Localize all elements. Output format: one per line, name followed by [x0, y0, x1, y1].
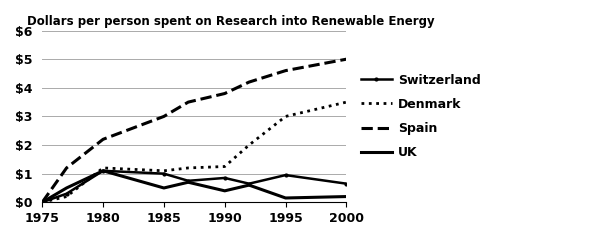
- Denmark: [99, 167, 107, 169]
- Switzerland: [343, 182, 350, 185]
- Denmark: [63, 195, 70, 198]
- Switzerland: [185, 179, 192, 182]
- Switzerland: [160, 172, 167, 175]
- Spain: [39, 201, 46, 204]
- Spain: [221, 92, 229, 95]
- Legend: Switzerland, Denmark, Spain, UK: Switzerland, Denmark, Spain, UK: [356, 69, 486, 164]
- UK: [343, 195, 350, 198]
- Denmark: [343, 101, 350, 103]
- UK: [185, 181, 192, 184]
- Switzerland: [221, 176, 229, 179]
- UK: [99, 169, 107, 172]
- Spain: [99, 138, 107, 141]
- Spain: [343, 58, 350, 61]
- Denmark: [282, 115, 289, 118]
- Spain: [245, 81, 253, 84]
- UK: [282, 197, 289, 199]
- Line: UK: UK: [42, 171, 346, 202]
- Spain: [63, 167, 70, 169]
- Switzerland: [99, 169, 107, 172]
- UK: [63, 186, 70, 189]
- Denmark: [245, 144, 253, 146]
- Line: Denmark: Denmark: [42, 102, 346, 202]
- Spain: [185, 101, 192, 103]
- Line: Spain: Spain: [42, 59, 346, 202]
- UK: [221, 189, 229, 192]
- Spain: [282, 69, 289, 72]
- Switzerland: [39, 201, 46, 204]
- UK: [245, 184, 253, 186]
- Denmark: [185, 167, 192, 169]
- Switzerland: [63, 192, 70, 195]
- Spain: [160, 115, 167, 118]
- Denmark: [39, 201, 46, 204]
- Denmark: [221, 165, 229, 168]
- Switzerland: [282, 174, 289, 177]
- Denmark: [160, 169, 167, 172]
- Line: Switzerland: Switzerland: [39, 168, 349, 205]
- Switzerland: [245, 182, 253, 185]
- Title: Dollars per person spent on Research into Renewable Energy: Dollars per person spent on Research int…: [27, 15, 435, 28]
- UK: [160, 186, 167, 189]
- UK: [39, 201, 46, 204]
